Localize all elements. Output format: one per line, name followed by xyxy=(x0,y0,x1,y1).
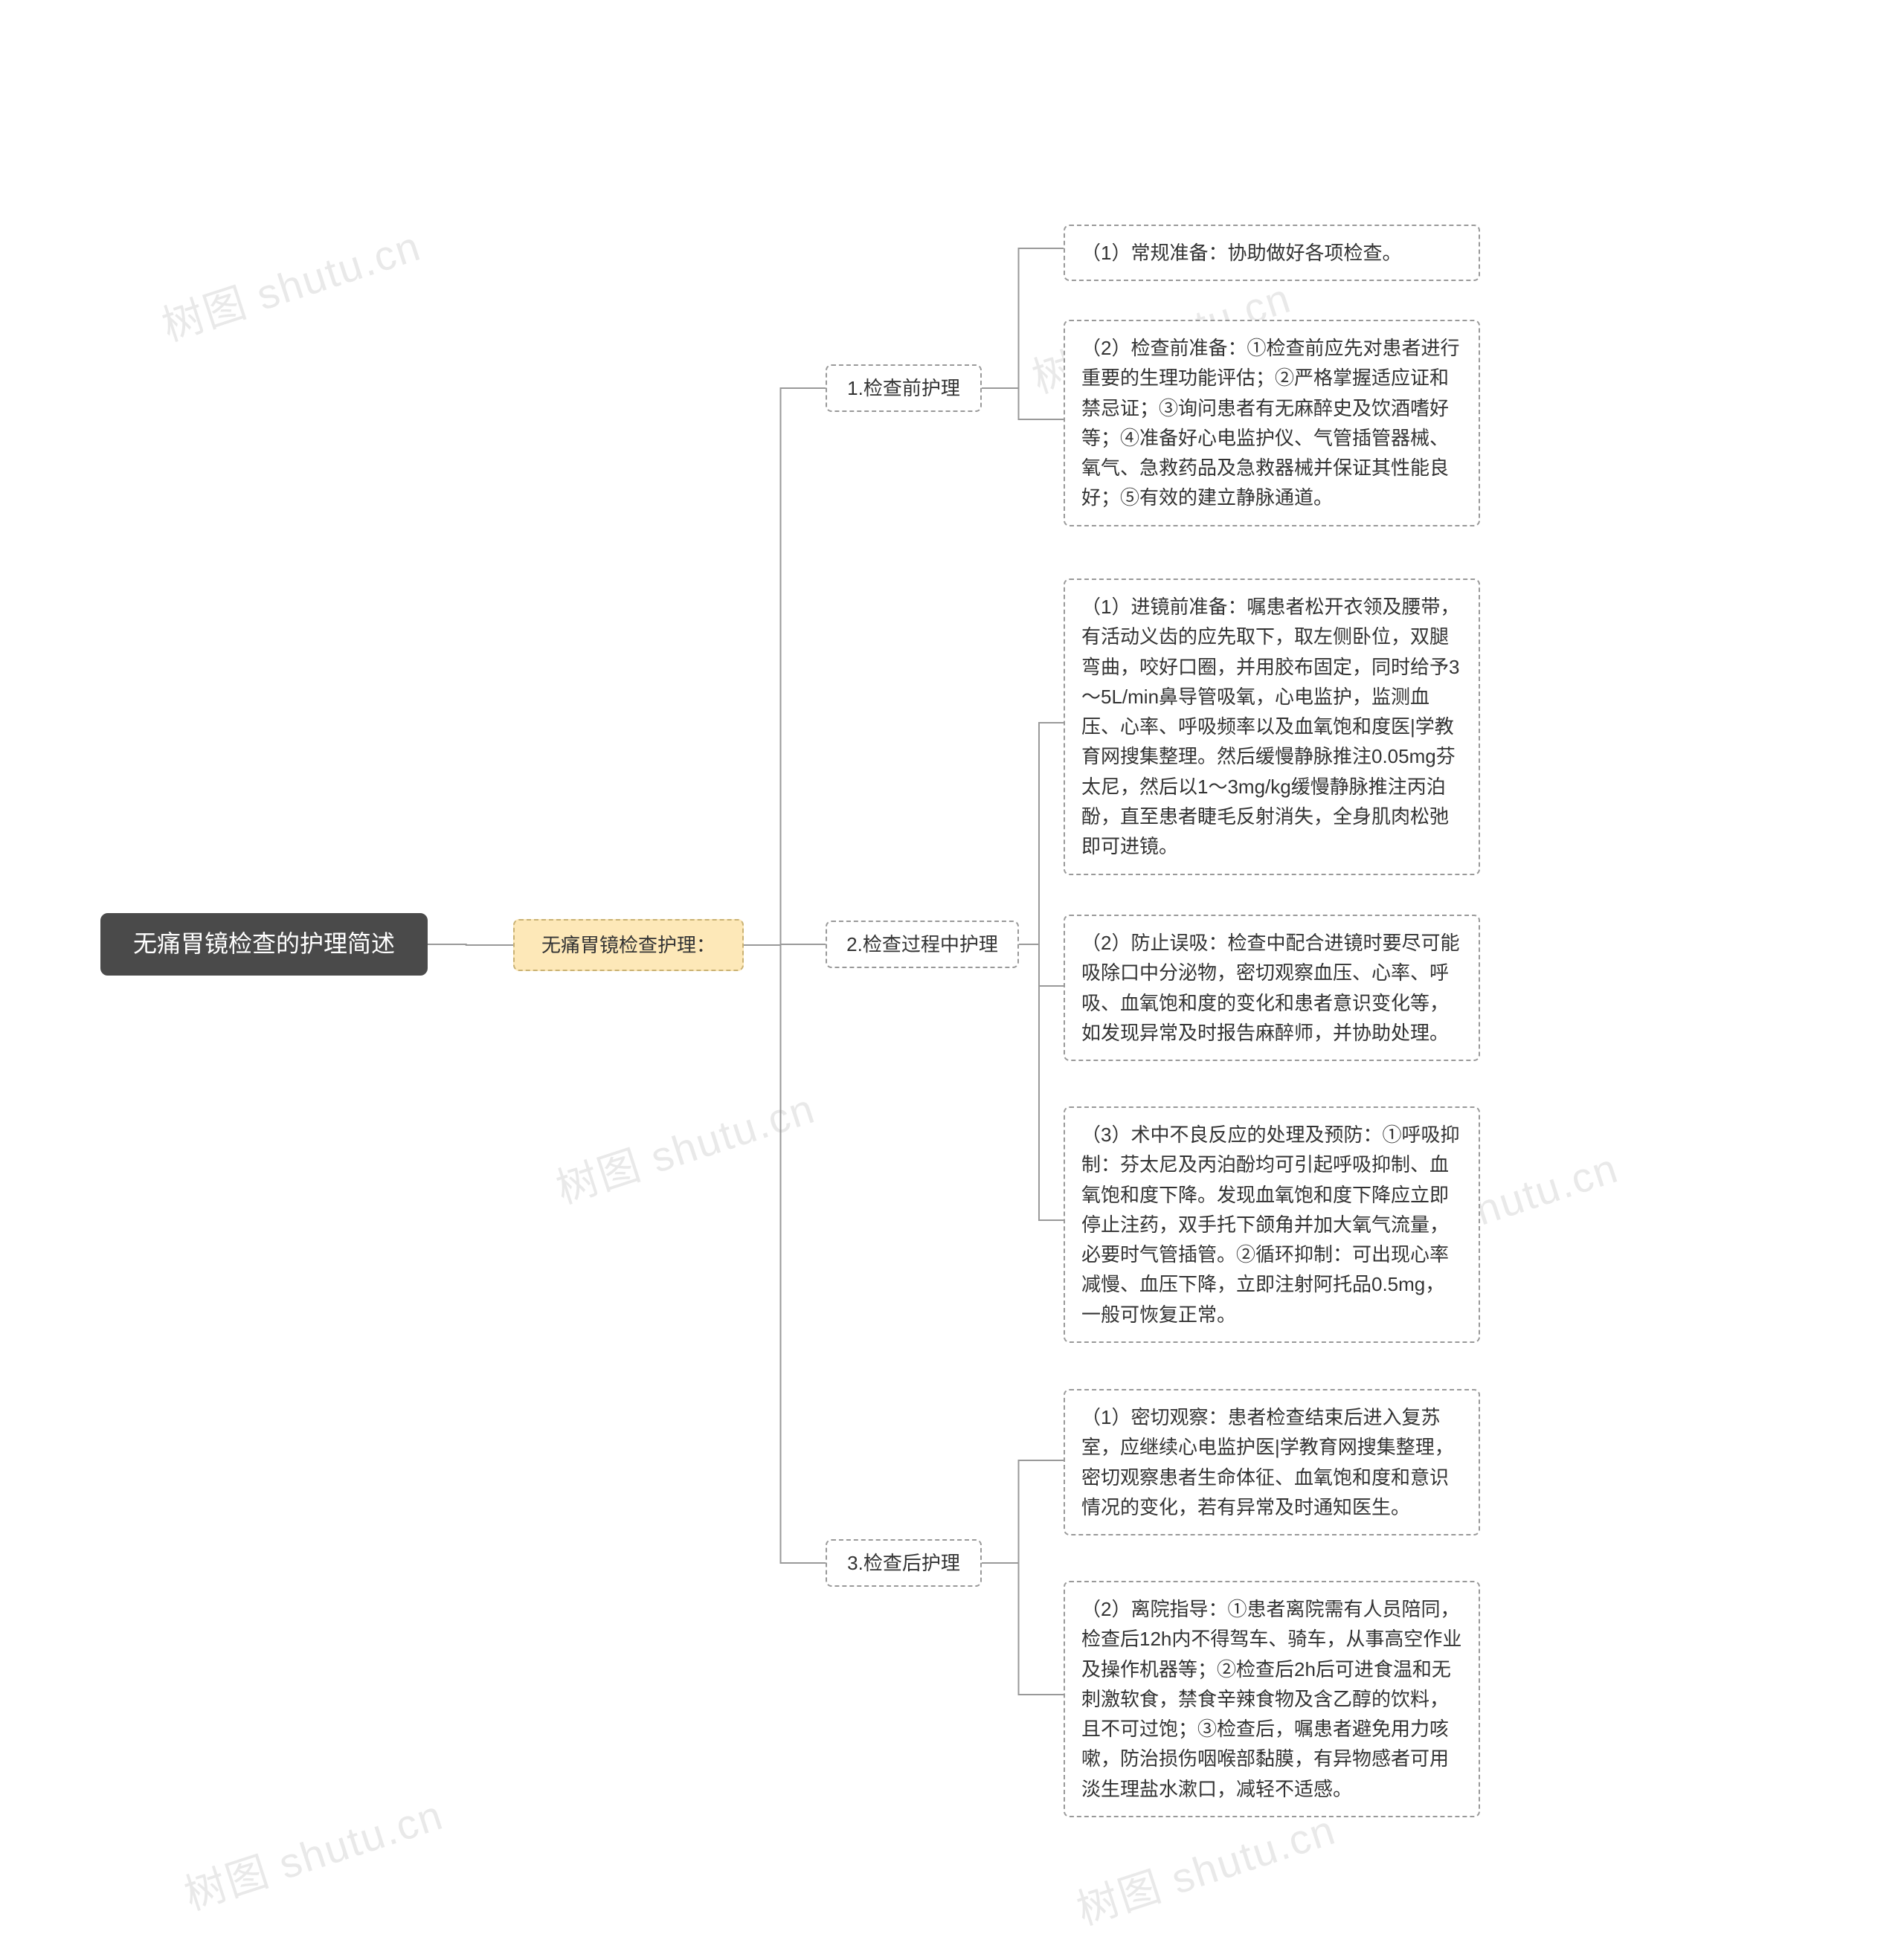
watermark: 树图 shutu.cn xyxy=(1068,1796,1342,1937)
level1-label: 无痛胃镜检查护理： xyxy=(541,930,715,960)
leaf-label: （2）检查前准备：①检查前应先对患者进行重要的生理功能评估；②严格掌握适应证和禁… xyxy=(1081,333,1462,513)
leaf-node[interactable]: （1）常规准备：协助做好各项检查。 xyxy=(1064,225,1480,281)
leaf-label: （1）常规准备：协助做好各项检查。 xyxy=(1081,238,1401,268)
branch-node[interactable]: 2.检查过程中护理 xyxy=(826,921,1019,968)
leaf-node[interactable]: （3）术中不良反应的处理及预防：①呼吸抑制：芬太尼及丙泊酚均可引起呼吸抑制、血氧… xyxy=(1064,1106,1480,1343)
watermark: 树图 shutu.cn xyxy=(547,1075,822,1216)
branch-label: 3.检查后护理 xyxy=(847,1548,960,1578)
branch-label: 1.检查前护理 xyxy=(847,373,960,403)
root-label: 无痛胃镜检查的护理简述 xyxy=(133,926,395,963)
watermark: 树图 shutu.cn xyxy=(153,213,428,353)
leaf-node[interactable]: （2）离院指导：①患者离院需有人员陪同，检查后12h内不得驾车、骑车，从事高空作… xyxy=(1064,1581,1480,1817)
level1-node[interactable]: 无痛胃镜检查护理： xyxy=(513,919,744,971)
leaf-label: （2）防止误吸：检查中配合进镜时要尽可能吸除口中分泌物，密切观察血压、心率、呼吸… xyxy=(1081,928,1462,1048)
branch-node[interactable]: 3.检查后护理 xyxy=(826,1539,982,1587)
root-node[interactable]: 无痛胃镜检查的护理简述 xyxy=(100,913,428,976)
mindmap-canvas: 树图 shutu.cn 树图 shutu.cn 树图 shutu.cn 树图 s… xyxy=(0,0,1904,1901)
leaf-label: （1）密切观察：患者检查结束后进入复苏室，应继续心电监护医|学教育网搜集整理，密… xyxy=(1081,1402,1462,1522)
leaf-label: （3）术中不良反应的处理及预防：①呼吸抑制：芬太尼及丙泊酚均可引起呼吸抑制、血氧… xyxy=(1081,1120,1462,1330)
leaf-node[interactable]: （2）防止误吸：检查中配合进镜时要尽可能吸除口中分泌物，密切观察血压、心率、呼吸… xyxy=(1064,915,1480,1061)
leaf-node[interactable]: （1）密切观察：患者检查结束后进入复苏室，应继续心电监护医|学教育网搜集整理，密… xyxy=(1064,1389,1480,1535)
leaf-node[interactable]: （2）检查前准备：①检查前应先对患者进行重要的生理功能评估；②严格掌握适应证和禁… xyxy=(1064,320,1480,526)
watermark: 树图 shutu.cn xyxy=(176,1782,450,1922)
leaf-node[interactable]: （1）进镜前准备：嘱患者松开衣领及腰带，有活动义齿的应先取下，取左侧卧位，双腿弯… xyxy=(1064,578,1480,875)
leaf-label: （2）离院指导：①患者离院需有人员陪同，检查后12h内不得驾车、骑车，从事高空作… xyxy=(1081,1594,1462,1804)
branch-label: 2.检查过程中护理 xyxy=(846,929,998,959)
leaf-label: （1）进镜前准备：嘱患者松开衣领及腰带，有活动义齿的应先取下，取左侧卧位，双腿弯… xyxy=(1081,592,1462,862)
branch-node[interactable]: 1.检查前护理 xyxy=(826,364,982,412)
